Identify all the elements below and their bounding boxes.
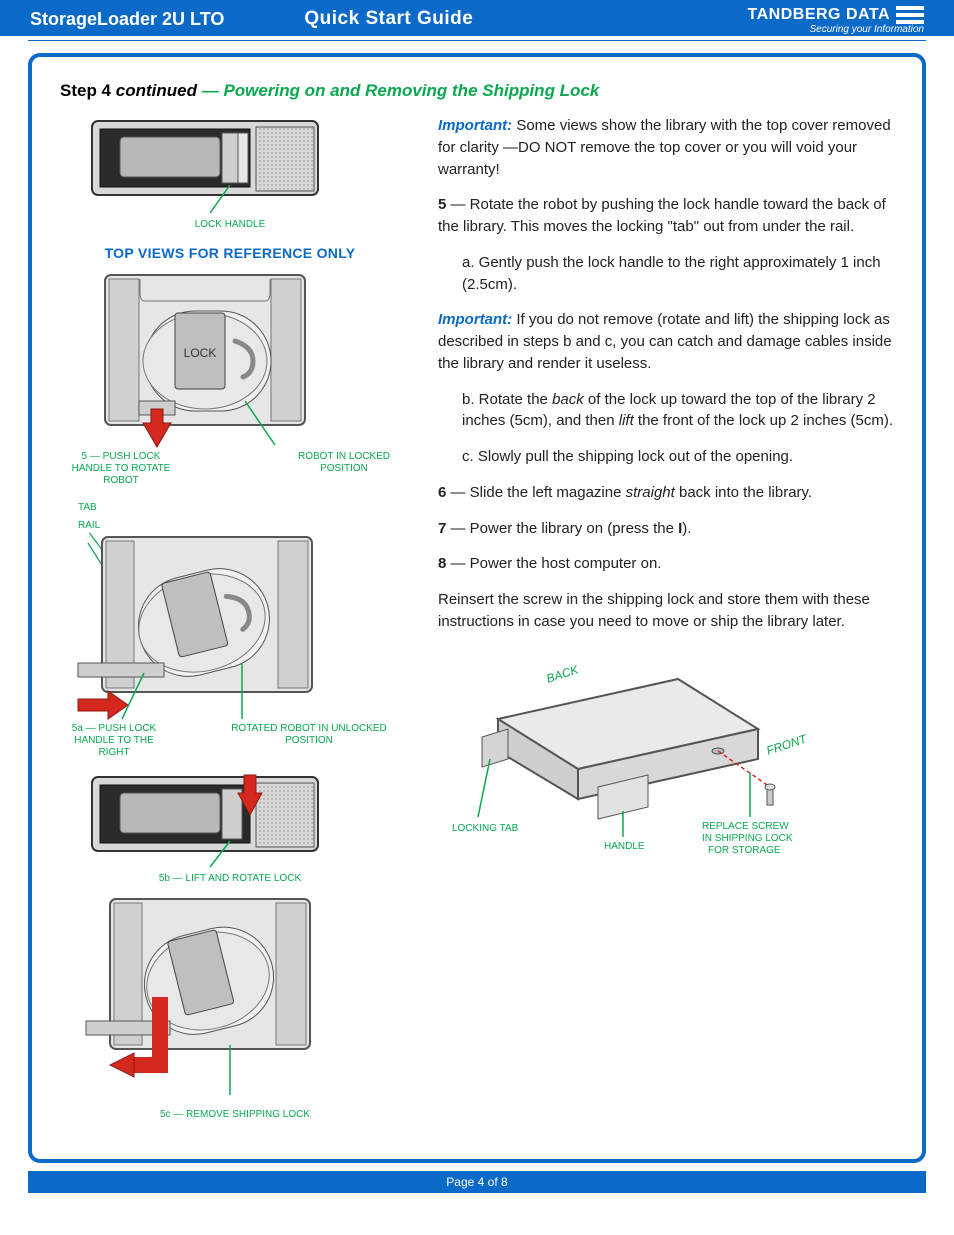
instructions-column: Important: Some views show the library w… <box>438 115 894 1131</box>
step-7: 7 — Power the library on (press the I). <box>438 518 894 540</box>
brand-name: TANDBERG DATA <box>748 6 924 24</box>
svg-text:LOCKING TAB: LOCKING TAB <box>452 823 519 834</box>
header: StorageLoader 2U LTO Quick Start Guide T… <box>0 0 954 36</box>
label-tab: TAB <box>78 502 97 513</box>
header-rule <box>28 40 926 41</box>
reinsert-note: Reinsert the screw in the shipping lock … <box>438 589 894 633</box>
svg-text:REPLACE SCREW IN S: REPLACE SCREW IN SHIPPING LOCK FOR STORA… <box>702 821 795 856</box>
step-title: Step 4 continued — Powering on and Remov… <box>60 81 894 101</box>
step-5b: b. Rotate the back of the lock up toward… <box>462 389 894 433</box>
step-5: 5 — Rotate the robot by pushing the lock… <box>438 194 894 238</box>
caption-robot-locked: ROBOT IN LOCKED POSITION <box>294 451 394 487</box>
step-5a: a. Gently push the lock handle to the ri… <box>462 252 894 296</box>
svg-text:LOCK: LOCK <box>184 346 217 360</box>
figure-remove-lock: 5c — REMOVE SHIPPING LOCK <box>60 895 400 1121</box>
svg-text:BACK: BACK <box>545 662 581 686</box>
figure-top-locked: LOCK 5 — PUSH LOCK HANDLE TO ROTATE ROBO… <box>60 271 400 487</box>
brand-tagline: Securing your Information <box>748 24 924 35</box>
figure-lock-iso: BACK FRONT <box>438 659 894 876</box>
caption-remove-lock: 5c — REMOVE SHIPPING LOCK <box>160 1109 400 1121</box>
caption-push-5a: 5a — PUSH LOCK HANDLE TO THE RIGHT <box>66 723 162 759</box>
caption-rotated-unlocked: ROTATED ROBOT IN UNLOCKED POSITION <box>224 723 394 759</box>
step-continued: continued <box>116 81 197 100</box>
step-subtitle: Powering on and Removing the Shipping Lo… <box>223 81 599 100</box>
important-2: Important: If you do not remove (rotate … <box>438 309 894 374</box>
page-frame: Step 4 continued — Powering on and Remov… <box>28 53 926 1163</box>
caption-lift-rotate: 5b — LIFT AND ROTATE LOCK <box>60 873 400 885</box>
figure-top-unlocked: TAB RAIL <box>60 497 400 759</box>
page-number: Page 4 of 8 <box>446 1175 507 1189</box>
svg-text:FRONT: FRONT <box>765 731 810 758</box>
brand-block: TANDBERG DATA Securing your Information <box>748 6 924 35</box>
step-number: Step 4 <box>60 81 111 100</box>
caption-push-5: 5 — PUSH LOCK HANDLE TO ROTATE ROBOT <box>66 451 176 487</box>
brand-bars-icon <box>896 6 924 24</box>
top-views-heading: TOP VIEWS FOR REFERENCE ONLY <box>60 245 400 261</box>
step-6: 6 — Slide the left magazine straight bac… <box>438 482 894 504</box>
figure-lift-rotate: 5b — LIFT AND ROTATE LOCK <box>60 769 400 885</box>
figures-column: LOCK HANDLE TOP VIEWS FOR REFERENCE ONLY… <box>60 115 400 1131</box>
product-name: StorageLoader 2U LTO <box>30 9 224 30</box>
caption-lock-handle: LOCK HANDLE <box>60 219 400 231</box>
doc-title: Quick Start Guide <box>304 8 473 30</box>
label-rail: RAIL <box>78 520 100 531</box>
page-footer: Page 4 of 8 <box>28 1171 926 1193</box>
step-8: 8 — Power the host computer on. <box>438 553 894 575</box>
figure-front-detail: LOCK HANDLE <box>60 115 400 231</box>
important-1: Important: Some views show the library w… <box>438 115 894 180</box>
svg-text:HANDLE: HANDLE <box>604 841 645 852</box>
step-5c: c. Slowly pull the shipping lock out of … <box>462 446 894 468</box>
